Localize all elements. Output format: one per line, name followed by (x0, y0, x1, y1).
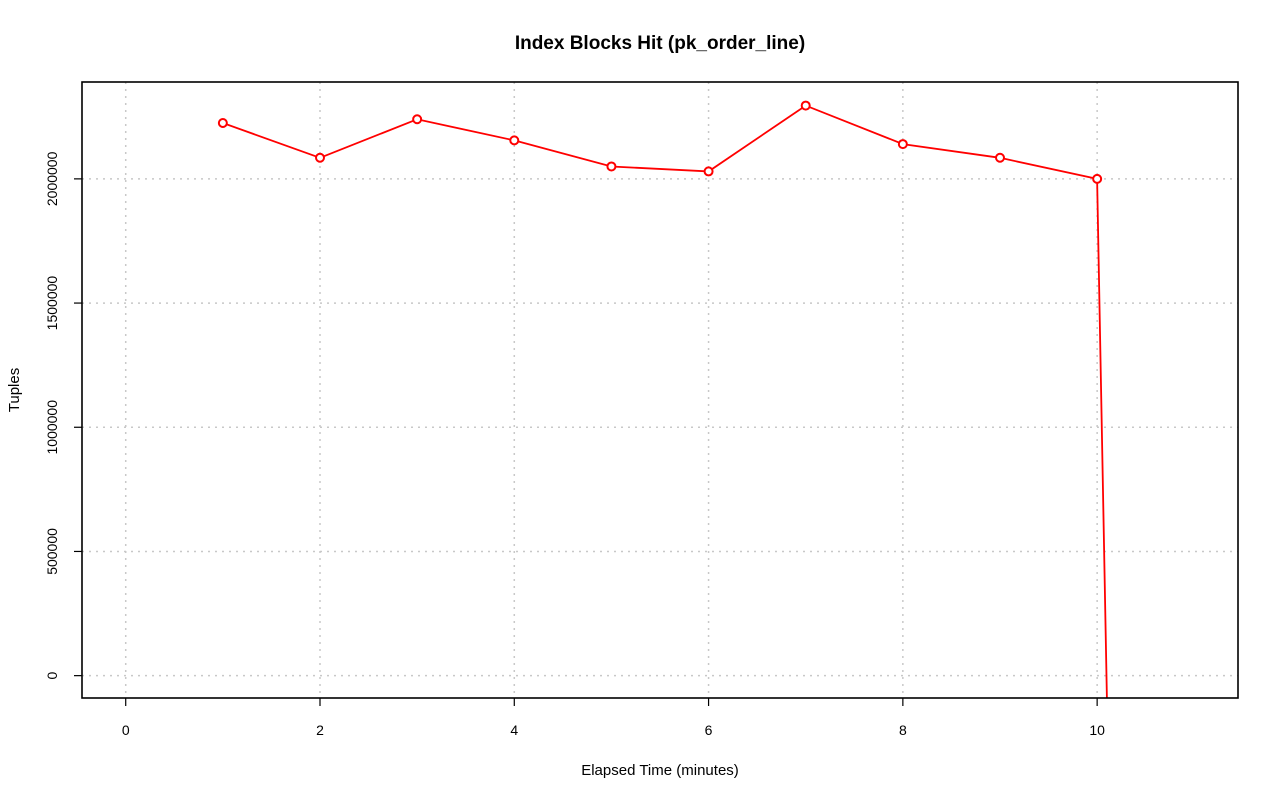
chart-title: Index Blocks Hit (pk_order_line) (515, 33, 805, 54)
x-axis: 0 2 4 6 8 10 (122, 698, 1105, 738)
y-tick-label: 500000 (44, 528, 60, 575)
y-tick-label: 1000000 (44, 400, 60, 455)
y-tick-label: 0 (44, 672, 60, 680)
data-point (509, 135, 520, 146)
y-tick-label: 1500000 (44, 276, 60, 331)
data-point (315, 152, 325, 163)
plot-frame (81, 81, 1239, 699)
x-axis-label: Elapsed Time (minutes) (581, 762, 739, 779)
y-axis-label: Tuples (6, 368, 23, 412)
x-tick-label: 8 (899, 722, 907, 738)
y-tick-label: 2000000 (44, 151, 60, 206)
data-point (1092, 173, 1103, 184)
x-tick-label: 10 (1089, 722, 1105, 738)
data-point (995, 152, 1005, 163)
x-tick-label: 2 (316, 722, 324, 738)
series-line (222, 104, 1108, 698)
series-layer (217, 100, 1108, 698)
data-point (217, 117, 228, 128)
data-point (800, 100, 811, 111)
data-point (703, 166, 714, 177)
x-tick-label: 4 (510, 722, 518, 738)
x-tick-label: 6 (705, 722, 713, 738)
data-point (897, 139, 908, 150)
x-tick-label: 0 (122, 722, 130, 738)
grid-lines (82, 82, 1238, 698)
y-axis: 0 500000 1000000 1500000 2000000 (44, 151, 82, 680)
data-point (606, 161, 617, 172)
data-point (412, 114, 423, 125)
